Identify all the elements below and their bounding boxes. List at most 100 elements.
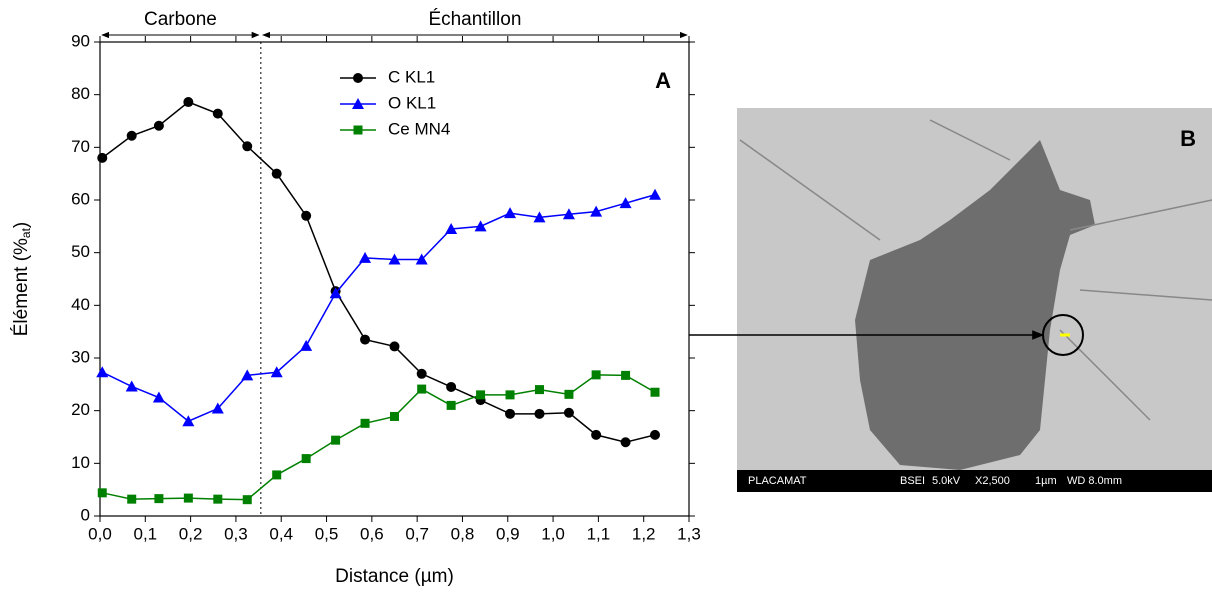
footer-text: 1µm (1035, 475, 1057, 487)
point (242, 141, 253, 152)
point (650, 429, 661, 440)
point (390, 411, 399, 421)
point (650, 387, 660, 397)
footer-text: PLACAMAT (748, 475, 807, 487)
point (649, 188, 662, 200)
point (182, 415, 195, 427)
x-tick-label: 0,1 (133, 524, 157, 543)
y-tick-label: 80 (71, 84, 90, 103)
point (153, 120, 164, 131)
point (591, 429, 602, 440)
point (97, 152, 108, 163)
point (389, 341, 400, 352)
point (125, 380, 138, 392)
x-tick-label: 0,7 (405, 524, 429, 543)
point (126, 130, 137, 141)
point (534, 408, 545, 419)
y-tick-label: 30 (71, 347, 90, 366)
footer-text: WD 8.0mm (1067, 475, 1122, 487)
x-tick-label: 0,2 (179, 524, 203, 543)
point (359, 251, 372, 263)
point (563, 407, 574, 418)
x-tick-label: 0,6 (360, 524, 384, 543)
point (445, 222, 458, 234)
legend-marker (352, 98, 364, 109)
point (590, 205, 603, 217)
point (416, 368, 427, 379)
point (271, 168, 282, 179)
x-tick-label: 1,2 (632, 524, 656, 543)
point (301, 454, 311, 464)
x-tick-label: 0,3 (224, 524, 248, 543)
point (300, 339, 313, 351)
point (446, 400, 456, 410)
series-line (101, 194, 656, 423)
particle (855, 140, 1095, 470)
point (533, 211, 546, 223)
y-tick-label: 40 (71, 295, 90, 314)
x-tick-label: 0,8 (451, 524, 475, 543)
point (415, 253, 428, 265)
point (504, 207, 517, 219)
y-tick-label: 70 (71, 137, 90, 156)
point (417, 384, 427, 394)
point (360, 334, 371, 345)
y-tick-label: 0 (81, 505, 90, 524)
footer-text: X2,500 (975, 475, 1010, 487)
point (97, 488, 107, 498)
point (154, 494, 164, 504)
y-tick-label: 50 (71, 242, 90, 261)
x-tick-label: 1,0 (541, 524, 565, 543)
point (619, 197, 632, 209)
point (183, 493, 193, 503)
point (96, 366, 109, 378)
point (329, 287, 342, 299)
legend-label: O KL1 (388, 93, 436, 112)
y-tick-label: 10 (71, 453, 90, 472)
point (474, 220, 487, 232)
footer-texts: PLACAMAT BSEI 5.0kV X2,500 1µm WD 8.0mm (748, 475, 1122, 487)
point (534, 385, 544, 395)
panel-label: B (1180, 126, 1196, 151)
x-axis-label: Distance (µm) (335, 566, 454, 587)
point (270, 366, 283, 378)
point (183, 97, 194, 108)
point (620, 437, 631, 448)
y-tick-label: 60 (71, 189, 90, 208)
point (505, 408, 516, 419)
x-tick-label: 1,1 (587, 524, 611, 543)
point (331, 435, 341, 445)
line-chart: 0 10 20 30 40 50 60 70 80 90 0,0 0,1 0,2 0,3 0,4 0,5 0,6… (11, 9, 701, 587)
image-footer (737, 470, 1212, 492)
sem-image: PLACAMAT BSEI 5.0kV X2,500 1µm WD 8.0mm B (737, 108, 1212, 492)
panel-label: A (655, 68, 671, 93)
y-tick-label: 20 (71, 400, 90, 419)
point (211, 402, 224, 414)
point (212, 108, 223, 119)
y-label-sub: at (19, 227, 33, 238)
x-tick-label: 0,9 (496, 524, 520, 543)
point (241, 369, 254, 381)
y-axis-label: Élément (%at) (11, 222, 33, 337)
legend-label: Ce MN4 (388, 119, 450, 138)
point (564, 389, 574, 399)
cracks (739, 119, 1212, 421)
point (301, 210, 312, 221)
point (621, 370, 631, 380)
x-tick-label: 1,3 (677, 524, 701, 543)
region-label: Échantillon (428, 9, 521, 30)
legend-marker (353, 73, 363, 83)
point (152, 391, 165, 403)
point (562, 208, 575, 220)
point (360, 418, 370, 428)
legend-label: C KL1 (388, 67, 435, 86)
legend-marker (353, 125, 363, 135)
point (388, 253, 401, 265)
point (591, 370, 601, 380)
footer-text: BSEI (900, 475, 925, 487)
y-label-main: Élément (% (11, 238, 32, 336)
x-tick-label: 0,5 (315, 524, 339, 543)
plot-frame (99, 41, 690, 517)
point (272, 470, 282, 480)
series-line (102, 374, 656, 501)
